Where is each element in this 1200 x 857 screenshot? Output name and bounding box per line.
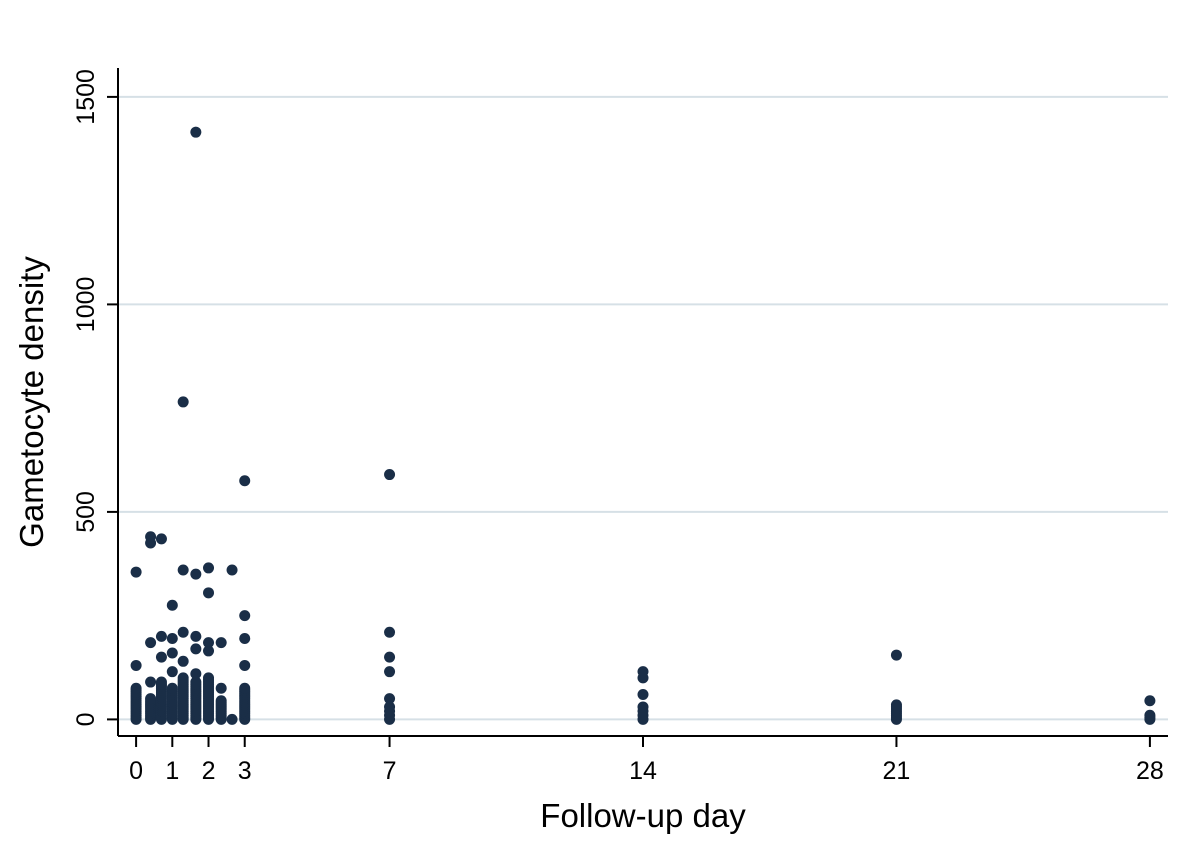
data-point	[190, 676, 202, 688]
data-point	[384, 469, 396, 481]
data-point	[130, 682, 142, 694]
data-point	[1144, 695, 1156, 707]
data-point	[190, 668, 202, 680]
y-tick-label-1000: 1000	[72, 277, 100, 333]
axes	[107, 68, 1168, 747]
y-axis-title: Gametocyte density	[13, 256, 50, 548]
grid-lines	[118, 95, 1168, 721]
data-point	[190, 643, 202, 655]
data-points	[130, 126, 1156, 725]
data-point	[155, 533, 167, 545]
y-tick-label-1500: 1500	[72, 69, 100, 125]
data-point	[203, 645, 215, 657]
x-axis-title: Follow-up day	[540, 797, 746, 834]
data-point	[890, 649, 902, 661]
data-point	[203, 672, 215, 684]
data-point	[166, 599, 178, 611]
data-point	[203, 562, 215, 574]
data-point	[384, 626, 396, 638]
x-tick-label-0: 0	[129, 757, 143, 785]
y-tick-label-500: 500	[72, 491, 100, 533]
data-point	[177, 396, 189, 408]
x-tick-label-7: 7	[383, 757, 397, 785]
x-tick-label-2: 2	[202, 757, 216, 785]
data-point	[203, 637, 215, 649]
data-point	[384, 701, 396, 713]
data-point	[384, 651, 396, 663]
data-point	[190, 126, 202, 138]
data-point	[177, 564, 189, 576]
data-point	[155, 651, 167, 663]
data-point	[166, 682, 178, 694]
data-point	[384, 666, 396, 678]
data-point	[155, 630, 167, 642]
data-point	[177, 655, 189, 667]
data-point	[384, 693, 396, 705]
data-point	[226, 713, 238, 725]
data-point	[637, 666, 649, 678]
data-point	[130, 659, 142, 671]
data-point	[203, 587, 215, 599]
data-point	[190, 568, 202, 580]
data-point	[166, 632, 178, 644]
data-point	[145, 693, 157, 705]
data-point	[239, 610, 251, 622]
data-point	[226, 564, 238, 576]
data-point	[190, 630, 202, 642]
data-point	[145, 676, 157, 688]
x-tick-label-14: 14	[629, 757, 657, 785]
data-point	[130, 566, 142, 578]
data-point	[637, 689, 649, 700]
x-tick-label-1: 1	[165, 757, 179, 785]
data-point	[155, 676, 167, 688]
data-point	[1144, 709, 1156, 721]
data-point	[890, 699, 902, 711]
x-tick-label-3: 3	[238, 757, 252, 785]
data-point	[239, 475, 251, 487]
data-point	[145, 637, 157, 649]
data-point	[166, 666, 178, 678]
data-point	[239, 682, 251, 694]
data-point	[215, 695, 227, 707]
data-point	[215, 682, 227, 694]
data-point	[239, 632, 251, 644]
data-point	[215, 637, 227, 649]
data-point	[637, 701, 649, 713]
x-tick-label-28: 28	[1136, 757, 1164, 785]
data-point	[145, 531, 157, 543]
x-tick-label-21: 21	[883, 757, 911, 785]
y-tick-label-0: 0	[72, 712, 100, 726]
data-point	[166, 647, 178, 659]
data-point	[177, 626, 189, 638]
data-point	[177, 672, 189, 684]
data-point	[239, 659, 251, 671]
